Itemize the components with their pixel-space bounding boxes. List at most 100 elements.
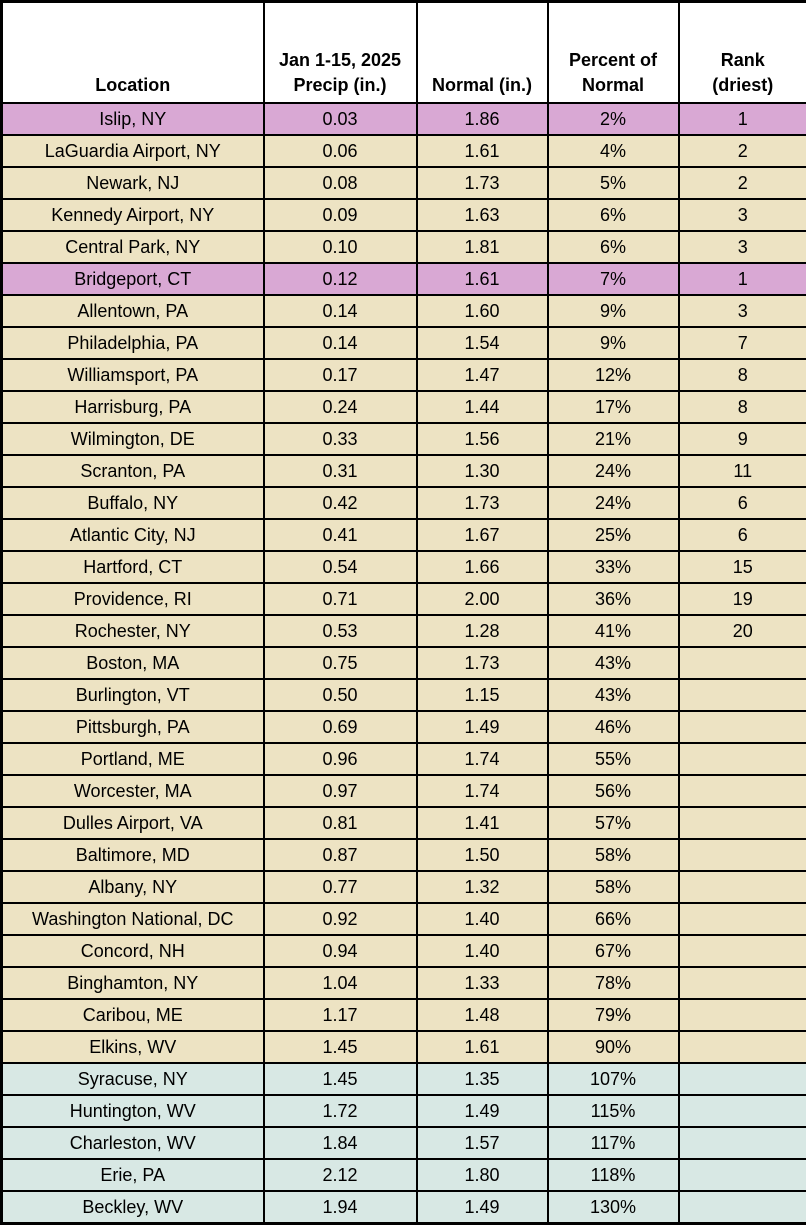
location-cell: Scranton, PA [2,455,264,487]
precip-cell: 0.10 [264,231,417,263]
rank-cell [679,1063,806,1095]
location-cell: Harrisburg, PA [2,391,264,423]
precip-cell: 0.96 [264,743,417,775]
col-header-line: Normal (in.) [419,73,546,97]
col-header-location: Location [2,2,264,104]
normal-cell: 1.74 [417,743,548,775]
location-cell: Allentown, PA [2,295,264,327]
percent-of-normal-cell: 21% [548,423,679,455]
percent-of-normal-cell: 58% [548,871,679,903]
rank-cell: 1 [679,103,806,135]
normal-cell: 1.44 [417,391,548,423]
normal-cell: 1.40 [417,935,548,967]
rank-cell: 3 [679,231,806,263]
location-cell: Boston, MA [2,647,264,679]
rank-cell [679,743,806,775]
location-cell: Elkins, WV [2,1031,264,1063]
precip-cell: 0.97 [264,775,417,807]
precip-cell: 0.81 [264,807,417,839]
normal-cell: 1.67 [417,519,548,551]
percent-of-normal-cell: 12% [548,359,679,391]
location-cell: Concord, NH [2,935,264,967]
location-cell: Hartford, CT [2,551,264,583]
location-cell: Portland, ME [2,743,264,775]
percent-of-normal-cell: 78% [548,967,679,999]
normal-cell: 1.41 [417,807,548,839]
rank-cell: 15 [679,551,806,583]
rank-cell [679,711,806,743]
precip-cell: 0.42 [264,487,417,519]
precip-cell: 0.03 [264,103,417,135]
rank-cell: 9 [679,423,806,455]
precip-cell: 0.08 [264,167,417,199]
normal-cell: 1.74 [417,775,548,807]
rank-cell [679,1127,806,1159]
precip-cell: 1.72 [264,1095,417,1127]
precip-cell: 0.31 [264,455,417,487]
normal-cell: 1.60 [417,295,548,327]
normal-cell: 1.47 [417,359,548,391]
rank-cell: 2 [679,167,806,199]
precip-cell: 0.14 [264,327,417,359]
percent-of-normal-cell: 43% [548,647,679,679]
rank-cell [679,1191,806,1224]
location-cell: Bridgeport, CT [2,263,264,295]
normal-cell: 1.73 [417,167,548,199]
rank-cell: 3 [679,199,806,231]
precip-cell: 0.33 [264,423,417,455]
rank-cell: 20 [679,615,806,647]
normal-cell: 1.28 [417,615,548,647]
percent-of-normal-cell: 107% [548,1063,679,1095]
location-cell: Baltimore, MD [2,839,264,871]
location-cell: LaGuardia Airport, NY [2,135,264,167]
normal-cell: 1.57 [417,1127,548,1159]
location-cell: Philadelphia, PA [2,327,264,359]
percent-of-normal-cell: 58% [548,839,679,871]
percent-of-normal-cell: 9% [548,295,679,327]
location-cell: Caribou, ME [2,999,264,1031]
rank-cell [679,1159,806,1191]
rank-cell: 11 [679,455,806,487]
normal-cell: 1.73 [417,487,548,519]
location-cell: Washington National, DC [2,903,264,935]
rank-cell [679,903,806,935]
rank-cell [679,1095,806,1127]
precip-cell: 1.84 [264,1127,417,1159]
normal-cell: 1.61 [417,263,548,295]
percent-of-normal-cell: 5% [548,167,679,199]
rank-cell [679,935,806,967]
col-header-line: Location [4,73,262,97]
precip-cell: 0.14 [264,295,417,327]
percent-of-normal-cell: 55% [548,743,679,775]
location-cell: Rochester, NY [2,615,264,647]
normal-cell: 1.49 [417,1095,548,1127]
rank-cell [679,679,806,711]
normal-cell: 1.56 [417,423,548,455]
percent-of-normal-cell: 17% [548,391,679,423]
precip-cell: 0.92 [264,903,417,935]
location-cell: Erie, PA [2,1159,264,1191]
percent-of-normal-cell: 7% [548,263,679,295]
rank-cell [679,871,806,903]
normal-cell: 1.61 [417,135,548,167]
percent-of-normal-cell: 56% [548,775,679,807]
normal-cell: 1.32 [417,871,548,903]
percent-of-normal-cell: 118% [548,1159,679,1191]
location-cell: Beckley, WV [2,1191,264,1224]
col-header-line: Normal [550,73,677,97]
normal-cell: 1.66 [417,551,548,583]
normal-cell: 1.63 [417,199,548,231]
percent-of-normal-cell: 117% [548,1127,679,1159]
